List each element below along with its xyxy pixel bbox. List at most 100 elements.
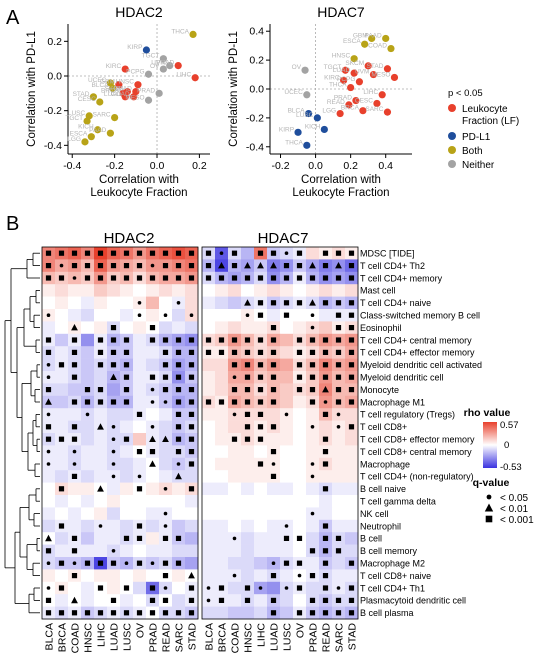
row-label: Eosinophil: [360, 323, 402, 333]
scatter-hdac7-point: [382, 34, 390, 43]
heatmap-hdac7-cell: [293, 482, 307, 496]
heatmap-hdac7-sig-marker: [205, 337, 212, 343]
heatmap-hdac7-sig-marker: [244, 299, 251, 306]
heatmap-hdac2-cell: [133, 581, 147, 595]
heatmap-hdac7-cell: [202, 532, 216, 545]
heatmap-hdac2-cell: [146, 284, 160, 297]
heatmap-hdac2-sig-marker: [175, 436, 182, 442]
heatmap-hdac7-sig-marker: [232, 412, 237, 417]
scatter-hdac7-point: [352, 96, 360, 105]
heatmap-hdac7-sig-marker: [335, 399, 342, 405]
heatmap-hdac7-sig-marker: [257, 399, 264, 405]
row-labels: MDSC [TIDE] T cell CD4+ Th2 T cell CD4+ me…: [360, 249, 482, 619]
scatter-hdac7-point: [361, 40, 369, 48]
heatmap-hdac7-cell: [228, 457, 242, 471]
heatmap-hdac7-cell: [241, 482, 255, 496]
heatmap-hdac2-cell: [133, 507, 147, 521]
row-dendrogram: [4, 252, 40, 614]
heatmap-hdac2-cell: [42, 482, 56, 496]
scatter-hdac2-point-label: MESO: [125, 94, 144, 101]
heatmap-hdac2-sig-marker: [45, 250, 52, 256]
heatmap-hdac7-cell: [280, 346, 294, 359]
column-label: HNSC: [243, 623, 255, 653]
scatter-hdac2-point: [87, 133, 95, 141]
heatmap-hdac2-sig-marker: [45, 534, 52, 542]
rho-max-label: 0.57: [500, 420, 519, 431]
scatter-hdac2-point-label: KIRP: [127, 44, 142, 51]
heatmap-hdac2-cell: [81, 569, 95, 583]
heatmap-hdac7-cell: [345, 532, 359, 545]
heatmap-hdac7-sig-marker: [348, 560, 355, 566]
heatmap-hdac2-cell: [159, 470, 173, 483]
heatmap-hdac7-sig-marker: [335, 349, 342, 355]
row-label: Myeloid dendritic cell: [360, 373, 444, 383]
heatmap-hdac2-sig-marker: [162, 362, 169, 368]
heatmap-hdac2-sig-marker: [162, 610, 169, 616]
heatmap-hdac2-sig-marker: [84, 399, 91, 405]
heatmap-hdac2-cell: [68, 519, 82, 533]
heatmap-hdac7-sig-marker: [322, 411, 329, 417]
heatmap-hdac7-cell: [332, 482, 346, 496]
heatmap-hdac2-cell: [120, 457, 134, 471]
column-label: LUSC: [282, 623, 294, 651]
heatmap-hdac7-sig-marker: [257, 387, 264, 393]
heatmap-hdac7-cell: [280, 457, 294, 471]
heatmap-hdac7-cell: [202, 371, 216, 384]
scatter-hdac7-point: [294, 128, 302, 136]
column-label: LUAD: [109, 623, 121, 651]
heatmap-hdac2-cell: [159, 284, 173, 297]
heatmap-hdac2-cell: [94, 507, 108, 521]
heatmap-hdac7-cell: [215, 383, 229, 397]
heatmap-hdac2-cell: [120, 470, 134, 483]
scatter-hdac7-point: [350, 55, 358, 63]
heatmap-hdac7-cell: [228, 470, 242, 483]
heatmap-hdac2-sig-marker: [97, 263, 104, 269]
heatmap-hdac7-cell: [254, 321, 268, 335]
heatmap-hdac7-sig-marker: [309, 597, 316, 603]
column-label: BLCA: [204, 623, 216, 650]
heatmap-hdac2-cell: [94, 470, 108, 483]
heatmap-hdac7-cell: [215, 507, 229, 521]
scatter-hdac2-point-label: SARC: [93, 112, 111, 119]
heatmap-hdac7-sig-marker: [244, 597, 251, 603]
scatter-hdac2-point: [130, 93, 138, 101]
heatmap-hdac7-sig-marker: [257, 275, 264, 281]
heatmap-hdac7-sig-marker: [335, 300, 342, 306]
heatmap-hdac2-sig-marker: [111, 449, 116, 454]
rho-mid-label: 0: [504, 440, 509, 451]
heatmap-hdac7-sig-marker: [296, 374, 303, 380]
heatmap-hdac2-sig-marker: [110, 250, 117, 256]
heatmap-hdac7-cell: [228, 321, 242, 335]
heatmap-hdac7-sig-marker: [309, 337, 316, 343]
heatmap-hdac2-cell: [107, 581, 121, 595]
scatter-hdac7-point: [364, 62, 372, 70]
heatmap-hdac7-sig-marker: [322, 386, 329, 393]
heatmap-hdac7-cell: [293, 544, 307, 558]
heatmap-hdac7-cell: [254, 470, 268, 483]
heatmap-hdac7-cell: [215, 296, 229, 310]
heatmap-hdac2-cell: [107, 532, 121, 545]
scatter-hdac7-x-tick-label: 0.2: [343, 160, 358, 172]
heatmap-hdac2-sig-marker: [84, 387, 91, 393]
column-label: COAD: [70, 623, 82, 653]
heatmap-hdac7-sig-marker: [348, 362, 355, 368]
heatmap-hdac2-sig-marker: [123, 610, 130, 616]
heatmap-hdac2-sig-marker: [84, 250, 91, 256]
heatmap-hdac2-cell: [81, 445, 95, 459]
heatmap-hdac7-sig-marker: [283, 275, 290, 281]
heatmap-hdac7-cell: [267, 284, 281, 297]
heatmap-hdac7-cell: [254, 606, 268, 620]
heatmap-hdac2-cell: [146, 519, 160, 533]
heatmap-hdac2-cell: [172, 495, 186, 508]
heatmap-hdac2-sig-marker: [162, 573, 169, 579]
heatmap-hdac2-sig-marker: [188, 374, 195, 380]
heatmap-hdac2-sig-marker: [136, 449, 143, 455]
heatmap-hdac7-cell: [228, 284, 242, 297]
heatmap-hdac7-cell: [280, 594, 294, 607]
heatmap-hdac7-sig-marker: [257, 262, 264, 269]
heatmap-hdac2-sig-marker: [188, 349, 195, 355]
heatmap-hdac2-cell: [55, 594, 69, 607]
heatmap-hdac7-sig-marker: [284, 251, 289, 255]
heatmap-hdac7-cell: [215, 519, 229, 533]
heatmap-hdac2-cell: [42, 470, 56, 483]
